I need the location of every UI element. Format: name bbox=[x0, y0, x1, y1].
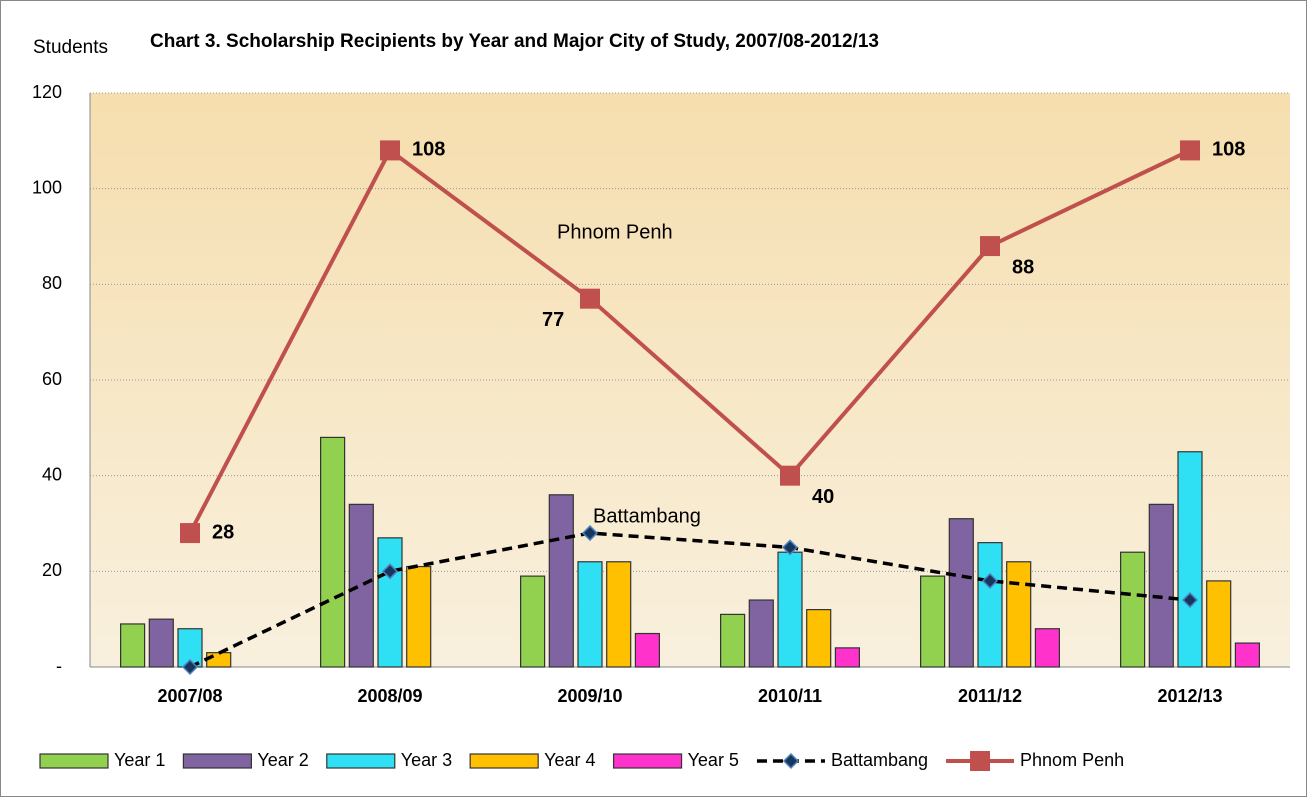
data-label: 28 bbox=[212, 521, 234, 543]
data-label: 77 bbox=[542, 309, 564, 331]
bar bbox=[1234, 642, 1261, 668]
y-tick-label: 80 bbox=[42, 273, 62, 293]
legend-label: Year 3 bbox=[401, 750, 452, 770]
bar bbox=[719, 613, 746, 668]
legend-marker bbox=[970, 751, 991, 771]
bar bbox=[119, 623, 146, 668]
legend-swatch bbox=[39, 753, 109, 769]
data-label: 108 bbox=[1212, 139, 1245, 161]
marker bbox=[380, 140, 400, 161]
legend-label: Year 2 bbox=[257, 750, 308, 770]
bar bbox=[919, 575, 946, 668]
bar bbox=[948, 518, 974, 668]
bar bbox=[1034, 628, 1061, 668]
y-tick-label: 100 bbox=[32, 177, 62, 197]
bar bbox=[577, 561, 603, 668]
legend-marker bbox=[782, 752, 800, 770]
bar bbox=[1177, 451, 1203, 668]
y-tick-label: 40 bbox=[42, 464, 62, 484]
bar bbox=[206, 652, 232, 668]
marker bbox=[1180, 140, 1200, 161]
x-tick-label: 2012/13 bbox=[1157, 686, 1222, 706]
bar bbox=[320, 436, 346, 668]
marker bbox=[181, 658, 199, 676]
annotation: Phnom Penh bbox=[557, 221, 673, 243]
y-axis-label: Students bbox=[33, 37, 108, 58]
marker bbox=[580, 288, 600, 309]
bar bbox=[519, 575, 546, 668]
data-label: 108 bbox=[412, 139, 445, 161]
marker bbox=[381, 563, 399, 580]
legend-swatch bbox=[612, 753, 683, 769]
bar bbox=[806, 608, 832, 668]
x-tick-label: 2007/08 bbox=[157, 686, 222, 706]
x-tick-label: 2008/09 bbox=[357, 686, 422, 706]
y-tick-label: - bbox=[56, 656, 62, 676]
bar bbox=[748, 599, 774, 668]
x-tick-label: 2010/11 bbox=[758, 686, 822, 706]
y-tick-label: 60 bbox=[42, 369, 62, 389]
marker bbox=[180, 523, 200, 544]
bar bbox=[606, 561, 632, 668]
bar bbox=[777, 551, 803, 668]
marker bbox=[980, 236, 1000, 257]
legend-label: Year 5 bbox=[688, 750, 739, 770]
bar bbox=[1119, 551, 1146, 668]
legend-swatch bbox=[469, 753, 539, 769]
bar bbox=[548, 494, 574, 668]
bar bbox=[1006, 561, 1032, 668]
marker bbox=[581, 525, 599, 542]
bar bbox=[977, 542, 1003, 668]
bar bbox=[1206, 580, 1232, 668]
bar bbox=[634, 632, 661, 668]
legend-swatch bbox=[326, 753, 396, 769]
bar bbox=[406, 565, 432, 668]
marker bbox=[1181, 591, 1199, 609]
marker bbox=[780, 465, 800, 486]
bar bbox=[148, 618, 174, 668]
bar bbox=[834, 647, 861, 668]
x-tick-label: 2011/12 bbox=[958, 686, 1022, 706]
x-tick-label: 2009/10 bbox=[557, 686, 622, 706]
bar bbox=[1148, 503, 1174, 668]
y-tick-label: 120 bbox=[32, 82, 62, 102]
legend-label: Year 4 bbox=[544, 750, 595, 770]
legend-swatch bbox=[182, 753, 252, 769]
legend-label: Phnom Penh bbox=[1020, 750, 1124, 770]
legend-label: Battambang bbox=[831, 750, 928, 770]
data-label: 40 bbox=[812, 486, 834, 508]
line bbox=[188, 147, 1191, 534]
data-label: 88 bbox=[1012, 256, 1034, 278]
marker bbox=[981, 572, 999, 589]
marker bbox=[781, 539, 799, 556]
bar bbox=[377, 537, 403, 668]
annotation: Battambang bbox=[593, 505, 701, 527]
legend-label: Year 1 bbox=[114, 750, 165, 770]
line bbox=[189, 531, 1191, 669]
chart-title: Chart 3. Scholarship Recipients by Year … bbox=[150, 31, 879, 52]
bar bbox=[348, 503, 374, 668]
y-tick-label: 20 bbox=[42, 560, 62, 580]
